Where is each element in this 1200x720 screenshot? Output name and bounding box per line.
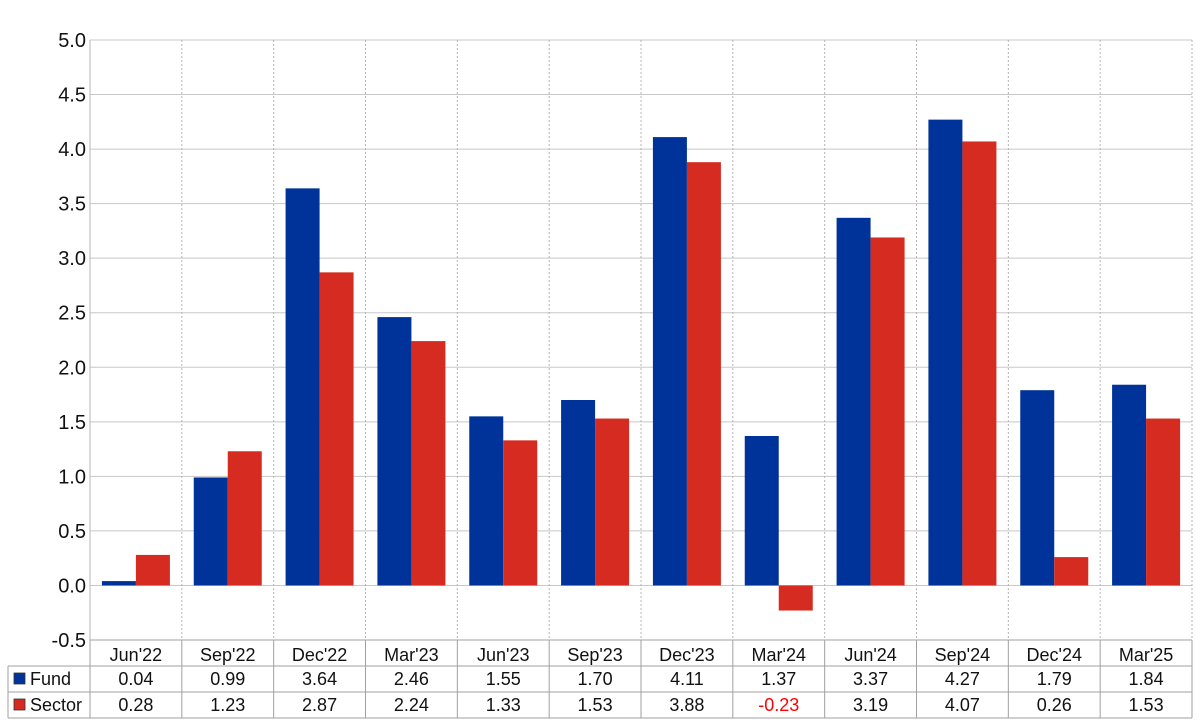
- bar-fund: [652, 137, 687, 586]
- data-label-sector: 1.33: [486, 695, 521, 715]
- data-label-fund: 1.70: [578, 669, 613, 689]
- x-tick-label: Dec'22: [292, 645, 347, 665]
- bar-fund: [101, 581, 136, 586]
- data-label-fund: 1.55: [486, 669, 521, 689]
- x-tick-label: Mar'24: [752, 645, 806, 665]
- data-label-fund: 1.79: [1037, 669, 1072, 689]
- bar-sector: [870, 237, 905, 586]
- y-tick-label: 1.0: [58, 466, 86, 488]
- y-tick-label: 4.5: [58, 85, 86, 107]
- y-tick-label: 4.0: [58, 139, 86, 161]
- data-label-sector: 1.53: [1129, 695, 1164, 715]
- bar-fund: [1112, 384, 1147, 586]
- data-label-sector: 4.07: [945, 695, 980, 715]
- bar-fund: [1020, 390, 1055, 586]
- bar-fund: [285, 188, 320, 586]
- data-label-sector: 0.28: [118, 695, 153, 715]
- bar-sector: [1146, 418, 1181, 586]
- data-label-sector: 1.23: [210, 695, 245, 715]
- y-axis: 5.0 4.5 4.0 3.5 3.0 2.5 2.0 1.5 1.0 0.5 0.0 -0.5: [52, 30, 86, 652]
- legend-label-sector: Sector: [30, 695, 82, 715]
- bar-fund: [928, 119, 963, 586]
- bar-fund: [193, 477, 228, 586]
- legend-swatch-sector: [13, 698, 26, 711]
- x-tick-label: Sep'22: [200, 645, 256, 665]
- y-tick-label: 2.5: [58, 303, 86, 325]
- bars: [101, 119, 1181, 611]
- x-tick-label: Mar'25: [1119, 645, 1173, 665]
- data-label-fund: 0.04: [118, 669, 153, 689]
- y-tick-label: 2.0: [58, 357, 86, 379]
- data-label-fund: 2.46: [394, 669, 429, 689]
- y-tick-label: 3.5: [58, 194, 86, 216]
- data-label-sector: 2.87: [302, 695, 337, 715]
- y-tick-label: 5.0: [58, 30, 86, 52]
- bar-sector: [962, 141, 997, 586]
- data-label-fund: 3.64: [302, 669, 337, 689]
- bar-sector: [686, 162, 721, 586]
- data-label-sector: 2.24: [394, 695, 429, 715]
- data-label-fund: 4.27: [945, 669, 980, 689]
- bar-sector: [411, 341, 446, 586]
- data-label-fund: 0.99: [210, 669, 245, 689]
- y-tick-label: 0.0: [58, 575, 86, 597]
- bar-sector: [595, 418, 630, 586]
- data-label-fund: 1.84: [1129, 669, 1164, 689]
- data-table: Jun'22 Sep'22 Dec'22 Mar'23 Jun'23 Sep'23 Dec'…: [7, 639, 1193, 719]
- data-label-fund: 4.11: [670, 669, 704, 689]
- legend-swatch-fund: [13, 672, 26, 685]
- y-tick-label: -0.5: [52, 630, 86, 652]
- data-label-sector: 1.53: [578, 695, 613, 715]
- bar-sector: [778, 585, 813, 611]
- x-tick-label: Dec'24: [1027, 645, 1082, 665]
- x-tick-label: Mar'23: [384, 645, 438, 665]
- data-label-sector: 3.88: [669, 695, 704, 715]
- bar-sector: [227, 451, 262, 586]
- x-tick-label: Sep'24: [935, 645, 991, 665]
- bar-sector: [1054, 557, 1089, 586]
- data-label-fund: 3.37: [853, 669, 888, 689]
- x-tick-label: Jun'22: [110, 645, 162, 665]
- x-tick-label: Jun'23: [477, 645, 529, 665]
- x-tick-label: Jun'24: [844, 645, 896, 665]
- data-label-sector: -0.23: [758, 695, 799, 715]
- y-tick-label: 0.5: [58, 521, 86, 543]
- legend-label-fund: Fund: [30, 669, 71, 689]
- bar-fund: [836, 217, 871, 586]
- bar-sector: [503, 440, 538, 586]
- data-label-fund: 1.37: [761, 669, 796, 689]
- bar-fund: [377, 317, 412, 586]
- bar-sector: [135, 554, 170, 586]
- x-tick-label: Sep'23: [567, 645, 623, 665]
- data-label-sector: 3.19: [853, 695, 888, 715]
- bar-fund: [561, 400, 596, 586]
- data-label-sector: 0.26: [1037, 695, 1072, 715]
- bar-sector: [319, 272, 354, 586]
- bar-fund: [469, 416, 504, 586]
- x-tick-label: Dec'23: [659, 645, 714, 665]
- bar-fund: [744, 436, 779, 586]
- y-tick-label: 3.0: [58, 248, 86, 270]
- y-tick-label: 1.5: [58, 412, 86, 434]
